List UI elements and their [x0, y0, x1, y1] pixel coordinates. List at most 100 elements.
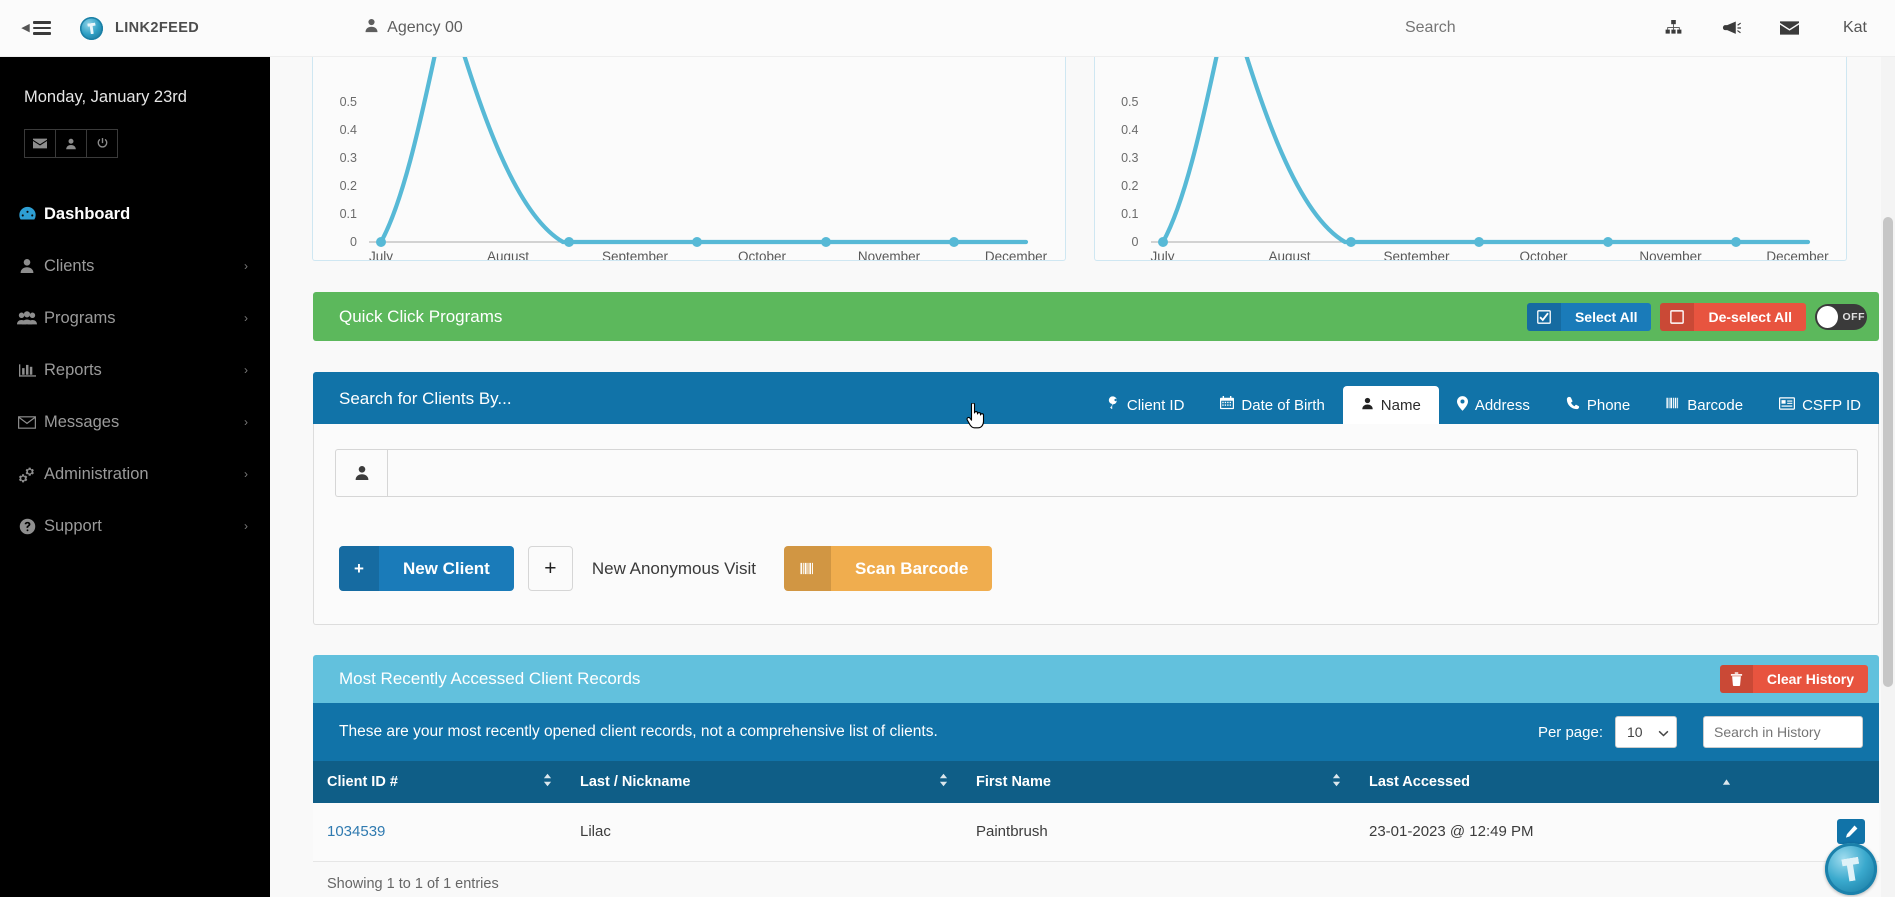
sitemap-icon[interactable] [1645, 0, 1703, 57]
sidebar-profile-button[interactable] [55, 129, 87, 158]
tab-address[interactable]: Address [1439, 386, 1548, 424]
sidebar-item-dashboard[interactable]: Dashboard [0, 188, 270, 240]
y-tick: 0 [350, 235, 357, 249]
tab-label: Client ID [1126, 396, 1185, 414]
client-actions-row: + New Client + New Anonymous Visit Scan … [339, 546, 993, 591]
top-header: ◀ LINK2FEED Agency 00 [0, 0, 1895, 57]
per-page-label: Per page: [1537, 723, 1603, 741]
per-page-value: 10 [1627, 724, 1643, 740]
sidebar-item-messages[interactable]: Messages › [0, 396, 270, 448]
client-name-input[interactable] [387, 449, 1858, 497]
bullhorn-icon[interactable] [1703, 0, 1761, 57]
x-tick: August [486, 249, 530, 261]
table-header-row: Client ID # Last / Nickname First Name [313, 761, 1879, 803]
sidebar-item-clients[interactable]: Clients › [0, 240, 270, 292]
history-search-input[interactable] [1703, 716, 1863, 748]
sidebar-item-label: Administration [44, 464, 149, 483]
vertical-scrollbar[interactable] [1881, 57, 1895, 897]
deselect-all-button[interactable]: De-select All [1660, 302, 1806, 331]
tab-name[interactable]: Name [1342, 386, 1439, 424]
chevron-down-icon [1658, 724, 1669, 740]
search-input[interactable] [1394, 19, 1645, 37]
x-tick: July [1150, 249, 1175, 261]
brand[interactable]: LINK2FEED [80, 16, 199, 40]
column-label: First Name [976, 774, 1051, 790]
edit-record-button[interactable] [1837, 819, 1865, 845]
plus-icon: + [339, 546, 379, 591]
link2feed-logo-icon [80, 16, 103, 40]
checkbox-checked-icon [1526, 302, 1561, 331]
tab-phone[interactable]: Phone [1548, 386, 1648, 424]
y-tick: 0.3 [1121, 151, 1139, 165]
column-client-id[interactable]: Client ID # [313, 761, 566, 803]
sidebar-item-programs[interactable]: Programs › [0, 292, 270, 344]
user-menu[interactable]: Kat [1842, 19, 1867, 36]
cell-last-nickname: Lilac [566, 803, 962, 862]
plus-icon: + [544, 556, 557, 580]
x-tick: October [1519, 249, 1568, 261]
chevron-left-icon: ◀ [21, 21, 30, 34]
calendar-icon [1220, 396, 1235, 414]
sidebar-item-reports[interactable]: Reports › [0, 344, 270, 396]
tab-barcode[interactable]: Barcode [1648, 386, 1761, 424]
y-tick: 0.4 [339, 123, 357, 137]
tab-date-of-birth[interactable]: Date of Birth [1202, 386, 1342, 424]
select-all-label: Select All [1574, 308, 1638, 325]
new-client-button[interactable]: + New Client [339, 546, 514, 591]
agency-selector[interactable]: Agency 00 [364, 18, 463, 38]
map-marker-icon [1456, 395, 1468, 415]
hamburger-icon [32, 21, 51, 35]
chevron-right-icon: › [244, 311, 248, 325]
x-tick: August [1268, 249, 1311, 261]
sidebar-date: Monday, January 23rd [24, 88, 187, 106]
barcode-icon [1666, 396, 1680, 414]
user-icon [335, 449, 387, 497]
tab-label: Name [1380, 396, 1421, 414]
sidebar-quick-buttons [24, 129, 270, 158]
quick-click-toggle[interactable]: OFF [1815, 303, 1867, 330]
search-clients-panel: Search for Clients By... Client ID Date … [313, 372, 1879, 625]
scan-barcode-button[interactable]: Scan Barcode [783, 546, 993, 591]
y-tick: 0.4 [1121, 123, 1139, 137]
recent-records-subheader: These are your most recently opened clie… [313, 703, 1879, 761]
envelope-icon[interactable] [1761, 0, 1819, 57]
sidebar-item-label: Support [44, 516, 102, 535]
clear-history-button[interactable]: Clear History [1719, 665, 1868, 693]
sidebar-logout-button[interactable] [86, 129, 118, 158]
search-clients-title: Search for Clients By... [339, 389, 512, 408]
scrollbar-thumb[interactable] [1883, 217, 1893, 687]
agency-name: Agency 00 [387, 19, 463, 36]
sidebar-item-support[interactable]: Support › [0, 500, 270, 552]
client-id-link[interactable]: 1034539 [327, 823, 386, 841]
chevron-right-icon: › [244, 259, 248, 273]
table-row[interactable]: 1034539 Lilac Paintbrush 23-01-2023 @ 12… [313, 803, 1879, 862]
dashboard-icon [10, 205, 44, 224]
monthly-chart-left: 0.5 0.4 0.3 0.2 0.1 0 July August Septe [312, 57, 1066, 261]
menu-toggle-button[interactable]: ◀ [0, 0, 72, 57]
chevron-right-icon: › [244, 467, 248, 481]
sort-asc-icon [1722, 774, 1731, 790]
y-tick: 0.2 [1121, 179, 1139, 193]
tab-csfp-id[interactable]: CSFP ID [1761, 386, 1879, 424]
header-right-tools: Kat [1394, 0, 1895, 57]
chevron-right-icon: › [244, 519, 248, 533]
column-last-nickname[interactable]: Last / Nickname [566, 761, 962, 803]
monthly-chart-right: 0.5 0.4 0.3 0.2 0.1 0 July August Septe [1093, 57, 1847, 261]
column-first-name[interactable]: First Name [962, 761, 1355, 803]
x-tick: November [1639, 249, 1702, 261]
toggle-knob [1817, 305, 1838, 328]
recent-records-header: Most Recently Accessed Client Records Cl… [313, 655, 1879, 703]
select-all-button[interactable]: Select All [1526, 302, 1652, 331]
column-last-accessed[interactable]: Last Accessed [1355, 761, 1745, 803]
sort-both-icon [939, 773, 948, 791]
users-icon [10, 310, 44, 326]
sidebar-item-administration[interactable]: Administration › [0, 448, 270, 500]
tab-client-id[interactable]: Client ID [1088, 386, 1203, 424]
link2feed-help-bubble[interactable] [1825, 843, 1877, 895]
new-anonymous-visit-button[interactable]: + [527, 546, 573, 591]
chevron-right-icon: › [244, 415, 248, 429]
phone-icon [1566, 396, 1580, 414]
per-page-select[interactable]: 10 [1615, 716, 1677, 748]
trash-icon [1719, 665, 1753, 693]
sidebar-envelope-button[interactable] [24, 129, 56, 158]
